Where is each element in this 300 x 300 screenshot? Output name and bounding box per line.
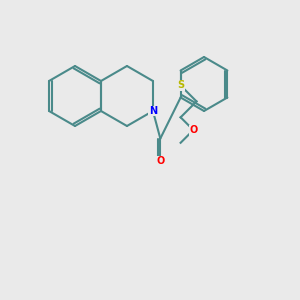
Text: S: S <box>177 80 184 91</box>
Text: O: O <box>156 156 164 166</box>
Text: N: N <box>149 106 157 116</box>
Text: O: O <box>189 125 197 135</box>
